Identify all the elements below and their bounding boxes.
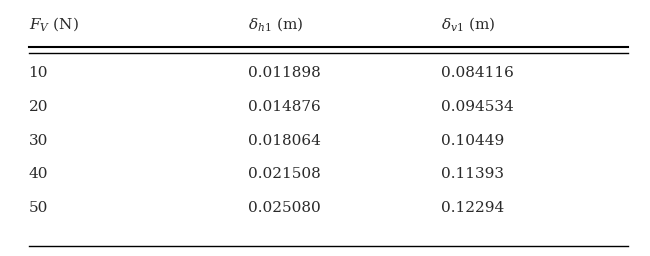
Text: 0.084116: 0.084116 <box>441 66 514 80</box>
Text: 0.011898: 0.011898 <box>248 66 320 80</box>
Text: 10: 10 <box>29 66 48 80</box>
Text: $\delta_{v1}\ \mathrm{(m)}$: $\delta_{v1}\ \mathrm{(m)}$ <box>441 15 495 33</box>
Text: $\delta_{h1}\ \mathrm{(m)}$: $\delta_{h1}\ \mathrm{(m)}$ <box>248 15 303 33</box>
Text: 20: 20 <box>29 100 48 114</box>
Text: 0.094534: 0.094534 <box>441 100 514 114</box>
Text: 0.018064: 0.018064 <box>248 134 320 147</box>
Text: 0.10449: 0.10449 <box>441 134 504 147</box>
Text: 0.014876: 0.014876 <box>248 100 320 114</box>
Text: 50: 50 <box>29 201 48 215</box>
Text: 0.12294: 0.12294 <box>441 201 504 215</box>
Text: 40: 40 <box>29 167 48 181</box>
Text: 30: 30 <box>29 134 48 147</box>
Text: $F_V\ \mathrm{(N)}$: $F_V\ \mathrm{(N)}$ <box>29 15 79 33</box>
Text: 0.021508: 0.021508 <box>248 167 320 181</box>
Text: 0.11393: 0.11393 <box>441 167 504 181</box>
Text: 0.025080: 0.025080 <box>248 201 320 215</box>
